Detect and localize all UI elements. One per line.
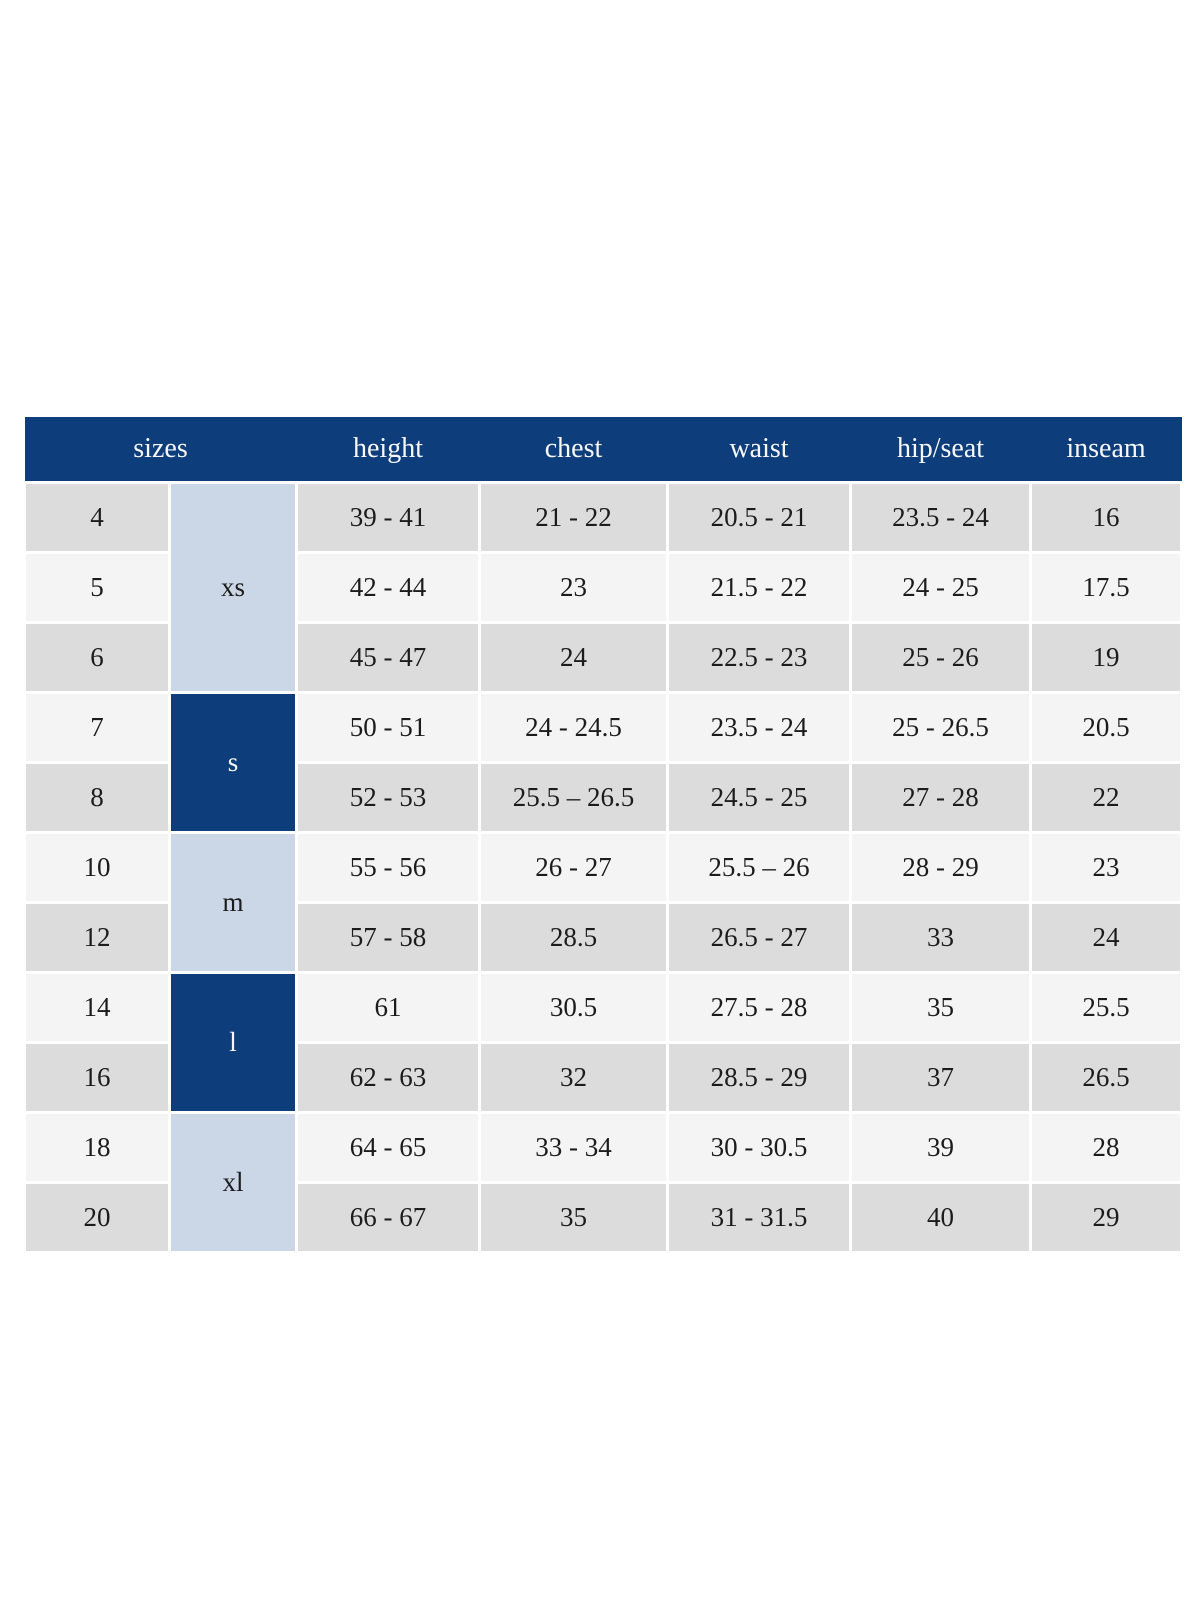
header-height: height xyxy=(296,417,480,483)
hip-seat-cell: 37 xyxy=(849,1041,1032,1114)
size-number-cell: 18 xyxy=(23,1111,171,1184)
inseam-cell: 28 xyxy=(1029,1111,1183,1184)
chest-cell: 33 - 34 xyxy=(478,1111,669,1184)
table-row: 10 m 55 - 56 26 - 27 25.5 – 26 28 - 29 2… xyxy=(23,831,1183,974)
hip-seat-cell: 28 - 29 xyxy=(849,831,1032,904)
size-number-cell: 12 xyxy=(23,901,171,974)
height-cell: 55 - 56 xyxy=(295,831,481,904)
chest-cell: 23 xyxy=(478,551,669,624)
hip-seat-cell: 24 - 25 xyxy=(849,551,1032,624)
waist-cell: 26.5 - 27 xyxy=(666,901,852,974)
chest-cell: 35 xyxy=(478,1181,669,1254)
size-group-cell-l: l xyxy=(168,971,298,1114)
hip-seat-cell: 23.5 - 24 xyxy=(849,481,1032,554)
height-cell: 42 - 44 xyxy=(295,551,481,624)
size-number-cell: 16 xyxy=(23,1041,171,1114)
table-row: 20 66 - 67 35 31 - 31.5 40 29 xyxy=(23,1181,1183,1254)
header-hip-seat: hip/seat xyxy=(850,417,1031,483)
waist-cell: 27.5 - 28 xyxy=(666,971,852,1044)
height-cell: 52 - 53 xyxy=(295,761,481,834)
hip-seat-cell: 27 - 28 xyxy=(849,761,1032,834)
inseam-cell: 24 xyxy=(1029,901,1183,974)
height-cell: 39 - 41 xyxy=(295,481,481,554)
chest-cell: 26 - 27 xyxy=(478,831,669,904)
size-number-cell: 5 xyxy=(23,551,171,624)
size-number-cell: 10 xyxy=(23,831,171,904)
inseam-cell: 17.5 xyxy=(1029,551,1183,624)
size-group-cell-m: m xyxy=(168,831,298,974)
inseam-cell: 23 xyxy=(1029,831,1183,904)
size-number-cell: 6 xyxy=(23,621,171,694)
hip-seat-cell: 25 - 26 xyxy=(849,621,1032,694)
height-cell: 61 xyxy=(295,971,481,1044)
hip-seat-cell: 35 xyxy=(849,971,1032,1044)
size-number-cell: 7 xyxy=(23,691,171,764)
header-row: sizes height chest waist hip/seat inseam xyxy=(24,417,1182,483)
table-row: 8 52 - 53 25.5 – 26.5 24.5 - 25 27 - 28 … xyxy=(23,761,1183,834)
size-chart-container: sizes height chest waist hip/seat inseam… xyxy=(23,417,1183,1254)
table-row: 18 xl 64 - 65 33 - 34 30 - 30.5 39 28 xyxy=(23,1111,1183,1254)
size-group-cell-xs: xs xyxy=(168,481,298,694)
height-cell: 64 - 65 xyxy=(295,1111,481,1184)
height-cell: 45 - 47 xyxy=(295,621,481,694)
height-cell: 57 - 58 xyxy=(295,901,481,974)
inseam-cell: 29 xyxy=(1029,1181,1183,1254)
chest-cell: 24 xyxy=(478,621,669,694)
height-cell: 62 - 63 xyxy=(295,1041,481,1114)
size-number-cell: 8 xyxy=(23,761,171,834)
chest-cell: 32 xyxy=(478,1041,669,1114)
waist-cell: 28.5 - 29 xyxy=(666,1041,852,1114)
inseam-cell: 26.5 xyxy=(1029,1041,1183,1114)
table-row: 12 57 - 58 28.5 26.5 - 27 33 24 xyxy=(23,901,1183,974)
table-body: 4 xs 39 - 41 21 - 22 20.5 - 21 23.5 - 24… xyxy=(23,481,1183,1254)
hip-seat-cell: 40 xyxy=(849,1181,1032,1254)
hip-seat-cell: 25 - 26.5 xyxy=(849,691,1032,764)
header-sizes: sizes xyxy=(24,417,297,483)
size-group-cell-s: s xyxy=(168,691,298,834)
size-number-cell: 4 xyxy=(23,481,171,554)
waist-cell: 30 - 30.5 xyxy=(666,1111,852,1184)
waist-cell: 20.5 - 21 xyxy=(666,481,852,554)
hip-seat-cell: 33 xyxy=(849,901,1032,974)
header-waist: waist xyxy=(667,417,851,483)
table-row: 5 42 - 44 23 21.5 - 22 24 - 25 17.5 xyxy=(23,551,1183,624)
size-group-cell-xl: xl xyxy=(168,1111,298,1254)
inseam-cell: 20.5 xyxy=(1029,691,1183,764)
inseam-cell: 22 xyxy=(1029,761,1183,834)
inseam-cell: 19 xyxy=(1029,621,1183,694)
size-number-cell: 20 xyxy=(23,1181,171,1254)
waist-cell: 22.5 - 23 xyxy=(666,621,852,694)
chest-cell: 24 - 24.5 xyxy=(478,691,669,764)
height-cell: 66 - 67 xyxy=(295,1181,481,1254)
chest-cell: 21 - 22 xyxy=(478,481,669,554)
waist-cell: 23.5 - 24 xyxy=(666,691,852,764)
waist-cell: 21.5 - 22 xyxy=(666,551,852,624)
chest-cell: 25.5 – 26.5 xyxy=(478,761,669,834)
table-row: 6 45 - 47 24 22.5 - 23 25 - 26 19 xyxy=(23,621,1183,694)
inseam-cell: 25.5 xyxy=(1029,971,1183,1044)
table-row: 4 xs 39 - 41 21 - 22 20.5 - 21 23.5 - 24… xyxy=(23,481,1183,694)
inseam-cell: 16 xyxy=(1029,481,1183,554)
size-number-cell: 14 xyxy=(23,971,171,1044)
size-chart-table: sizes height chest waist hip/seat inseam… xyxy=(23,417,1183,1254)
hip-seat-cell: 39 xyxy=(849,1111,1032,1184)
table-row: 16 62 - 63 32 28.5 - 29 37 26.5 xyxy=(23,1041,1183,1114)
waist-cell: 24.5 - 25 xyxy=(666,761,852,834)
waist-cell: 31 - 31.5 xyxy=(666,1181,852,1254)
table-row: 7 s 50 - 51 24 - 24.5 23.5 - 24 25 - 26.… xyxy=(23,691,1183,834)
header-chest: chest xyxy=(479,417,668,483)
height-cell: 50 - 51 xyxy=(295,691,481,764)
chest-cell: 28.5 xyxy=(478,901,669,974)
chest-cell: 30.5 xyxy=(478,971,669,1044)
waist-cell: 25.5 – 26 xyxy=(666,831,852,904)
table-row: 14 l 61 30.5 27.5 - 28 35 25.5 xyxy=(23,971,1183,1114)
table-header: sizes height chest waist hip/seat inseam xyxy=(24,417,1182,483)
header-inseam: inseam xyxy=(1030,417,1182,483)
